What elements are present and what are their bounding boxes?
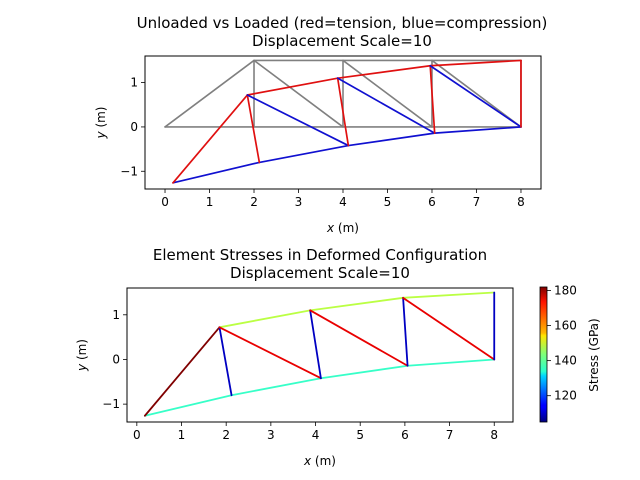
chart1-ytick-label: 1 (130, 76, 138, 90)
deformed-member-tension (429, 59, 522, 67)
deformed-member-tension (429, 64, 436, 134)
deformed-member-compression (246, 94, 350, 147)
stress-member (143, 394, 233, 417)
stress-member (319, 364, 409, 380)
chart1-ytick-label: 0 (130, 120, 138, 134)
bottom-stress-chart: Element Stresses in Deformed Configurati… (75, 246, 601, 468)
chart2-xtick-label: 7 (446, 428, 454, 442)
chart2-xtick-label: 8 (490, 428, 498, 442)
chart1-xtick-label: 8 (517, 195, 525, 209)
chart2-subtitle: Displacement Scale=10 (230, 264, 410, 282)
chart1-xtick-label: 0 (161, 195, 169, 209)
top-truss-chart: Unloaded vs Loaded (red=tension, blue=co… (94, 14, 547, 235)
stress-member (218, 326, 233, 397)
chart2-xtick-label: 2 (222, 428, 230, 442)
chart2-axes-frame (126, 287, 514, 423)
chart2-xtick-label: 3 (267, 428, 275, 442)
chart1-xlabel: x (m) (326, 221, 359, 235)
chart2-xtick-label: 0 (133, 428, 141, 442)
chart1-xtick-label: 6 (428, 195, 436, 209)
deformed-member-tension (246, 77, 339, 96)
chart1-title: Unloaded vs Loaded (red=tension, blue=co… (137, 14, 548, 32)
deformed-member-compression (336, 77, 436, 134)
colorbar-tick-label: 120 (554, 389, 577, 403)
deformed-member-tension (172, 94, 249, 184)
colorbar-tick-label: 180 (554, 284, 577, 298)
colorbar-label: Stress (GPa) (587, 318, 601, 391)
colorbar: 120 140 160 180 Stress (GPa) (539, 284, 601, 423)
stress-member (218, 326, 322, 380)
undeformed-member (342, 59, 433, 128)
deformed-member-compression (429, 64, 522, 128)
deformed-member-tension (336, 77, 350, 147)
stress-member (309, 296, 404, 312)
deformed-member-compression (172, 161, 261, 184)
chart2-xtick-label: 6 (401, 428, 409, 442)
deformed-member-tension (246, 94, 261, 164)
stress-member (309, 309, 322, 380)
chart1-xtick-label: 2 (250, 195, 258, 209)
chart1-ticks: 0 1 2 3 4 5 6 7 8 −1 0 1 (120, 76, 525, 209)
stress-member (230, 377, 322, 397)
deformed-member-compression (433, 126, 522, 134)
undeformed-member (253, 59, 344, 128)
stress-member (218, 309, 312, 329)
chart1-xtick-label: 3 (295, 195, 303, 209)
stress-member (402, 291, 496, 299)
undeformed-member (164, 59, 255, 128)
chart2-members (143, 291, 496, 417)
chart2-xtick-label: 5 (356, 428, 364, 442)
stress-member (402, 296, 409, 367)
chart2-xlabel: x (m) (303, 454, 336, 468)
chart1-ytick-label: −1 (120, 164, 138, 178)
colorbar-gradient (539, 286, 548, 423)
deformed-member-tension (336, 64, 432, 80)
chart1-subtitle: Displacement Scale=10 (252, 32, 432, 50)
colorbar-tick-label: 160 (554, 319, 577, 333)
chart1-xtick-label: 1 (206, 195, 214, 209)
chart2-ytick-label: 0 (112, 352, 120, 366)
chart2-ylabel: y (m) (75, 339, 89, 372)
chart2-ytick-label: −1 (102, 397, 120, 411)
chart2-xtick-label: 4 (312, 428, 320, 442)
colorbar-tick-label: 140 (554, 354, 577, 368)
chart2-xtick-label: 1 (178, 428, 186, 442)
stress-member (402, 296, 496, 361)
deformed-member-compression (347, 132, 436, 147)
chart2-ytick-label: 1 (112, 308, 120, 322)
undeformed-member (431, 59, 522, 128)
stress-member (406, 358, 496, 367)
chart2-ticks: 0 1 2 3 4 5 6 7 8 −1 0 1 (102, 308, 498, 442)
chart1-xtick-label: 5 (384, 195, 392, 209)
stress-member (309, 309, 409, 367)
chart1-xtick-label: 4 (339, 195, 347, 209)
chart1-ylabel: y (m) (94, 107, 108, 140)
chart1-members (164, 59, 522, 184)
chart1-xtick-label: 7 (473, 195, 481, 209)
stress-member (143, 326, 221, 417)
colorbar-ticks: 120 140 160 180 (547, 284, 577, 403)
deformed-member-compression (258, 144, 350, 164)
chart2-title: Element Stresses in Deformed Configurati… (153, 246, 487, 264)
